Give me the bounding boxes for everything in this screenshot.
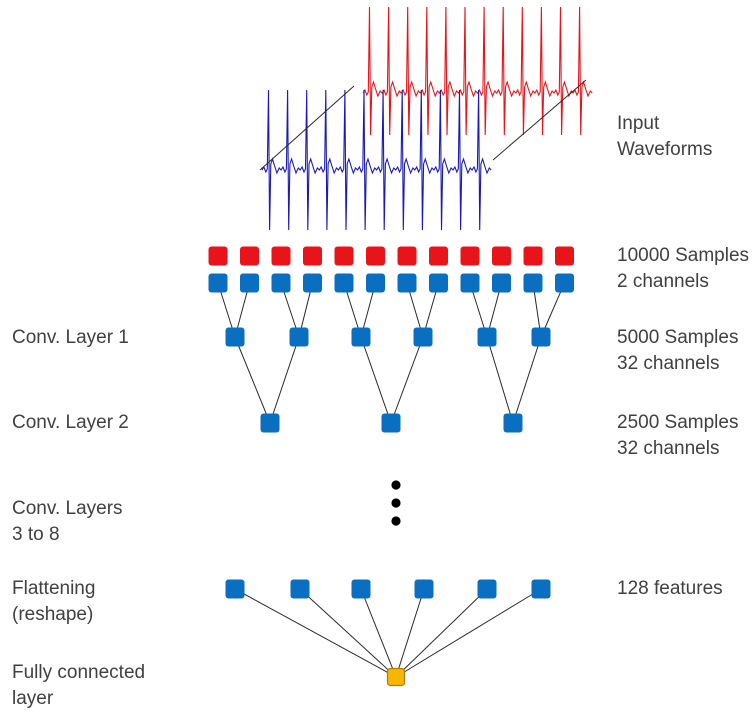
conv1-node bbox=[225, 327, 245, 347]
input-node-channel-1 bbox=[303, 246, 322, 266]
flattening-label: Flattening (reshape) bbox=[12, 578, 96, 625]
conv2-node bbox=[503, 413, 523, 433]
input-node-channel-2 bbox=[397, 273, 417, 293]
fully-connected-label: Fully connected layer bbox=[12, 662, 146, 709]
input-node-channel-1 bbox=[334, 246, 354, 266]
conv2-node bbox=[260, 413, 280, 433]
input-node-channel-2 bbox=[492, 273, 511, 293]
input-node-channel-2 bbox=[460, 273, 480, 293]
input-node-channel-1 bbox=[271, 246, 291, 266]
conv1-node bbox=[289, 327, 309, 347]
conv1-node bbox=[477, 327, 497, 347]
red-channel-waveform bbox=[362, 6, 593, 136]
flatten-node bbox=[290, 579, 310, 599]
conv-layer-1-label: Conv. Layer 1 bbox=[12, 327, 129, 348]
input-node-channel-1 bbox=[397, 246, 417, 266]
input-node-channel-2 bbox=[366, 273, 385, 293]
conv1-node bbox=[351, 327, 371, 347]
flatten-node bbox=[414, 579, 434, 599]
ellipsis-dot bbox=[391, 498, 401, 508]
network-nodes bbox=[208, 246, 574, 687]
edge-flatten-4-to-output bbox=[395, 588, 488, 678]
input-node-channel-1 bbox=[240, 246, 259, 266]
input-node-channel-2 bbox=[240, 273, 259, 293]
conv-layers-3-8-label: Conv. Layers 3 to 8 bbox=[12, 498, 123, 545]
layer-1-size-label: 5000 Samples 32 channels bbox=[617, 327, 739, 374]
edge-flatten-3-to-output bbox=[395, 588, 425, 678]
conv-layer-2-label: Conv. Layer 2 bbox=[12, 412, 129, 433]
edge-conv1-1-to-conv2-0 bbox=[269, 336, 300, 424]
flatten-node bbox=[477, 579, 497, 599]
input-node-channel-2 bbox=[429, 273, 448, 293]
waveform-connector-left bbox=[259, 85, 355, 171]
edge-flatten-1-to-output bbox=[299, 588, 397, 678]
blue-channel-waveform bbox=[261, 89, 492, 231]
conv2-node bbox=[381, 413, 401, 433]
input-node-channel-1 bbox=[366, 246, 385, 266]
edge-flatten-5-to-output bbox=[395, 588, 542, 678]
input-node-channel-1 bbox=[555, 246, 574, 266]
layer-2-size-label: 2500 Samples 32 channels bbox=[617, 412, 739, 459]
edge-conv1-0-to-conv2-0 bbox=[234, 336, 271, 424]
edge-conv1-5-to-conv2-2 bbox=[512, 336, 542, 424]
input-node-channel-2 bbox=[271, 273, 291, 293]
input-node-channel-2 bbox=[555, 273, 574, 293]
flatten-node bbox=[531, 579, 551, 599]
edge-flatten-0-to-output bbox=[234, 588, 397, 678]
input-node-channel-2 bbox=[208, 273, 228, 293]
input-waveforms-label: Input Waveforms bbox=[617, 113, 713, 160]
edge-flatten-2-to-output bbox=[360, 588, 397, 678]
edge-conv1-3-to-conv2-1 bbox=[390, 336, 424, 424]
input-node-channel-2 bbox=[303, 273, 322, 293]
flatten-features-label: 128 features bbox=[617, 578, 723, 599]
flatten-node bbox=[225, 579, 245, 599]
edge-conv1-2-to-conv2-1 bbox=[360, 336, 392, 424]
ellipsis-dot bbox=[391, 480, 401, 490]
input-node-channel-1 bbox=[429, 246, 448, 266]
waveform-connector-right bbox=[492, 79, 587, 161]
input-node-channel-2 bbox=[334, 273, 354, 293]
input-node-channel-1 bbox=[492, 246, 511, 266]
input-node-channel-1 bbox=[460, 246, 480, 266]
input-node-channel-2 bbox=[523, 273, 543, 293]
ellipsis-dot bbox=[391, 516, 401, 526]
conv1-node bbox=[531, 327, 551, 347]
input-waveforms bbox=[259, 6, 593, 231]
flatten-node bbox=[351, 579, 371, 599]
input-node-channel-1 bbox=[523, 246, 543, 266]
conv1-node bbox=[413, 327, 433, 347]
edge-conv1-4-to-conv2-2 bbox=[486, 336, 514, 424]
input-node-channel-1 bbox=[208, 246, 228, 266]
fully-connected-output-node bbox=[386, 667, 406, 687]
input-layer-label: 10000 Samples 2 channels bbox=[617, 245, 750, 292]
network-edges bbox=[217, 282, 565, 678]
